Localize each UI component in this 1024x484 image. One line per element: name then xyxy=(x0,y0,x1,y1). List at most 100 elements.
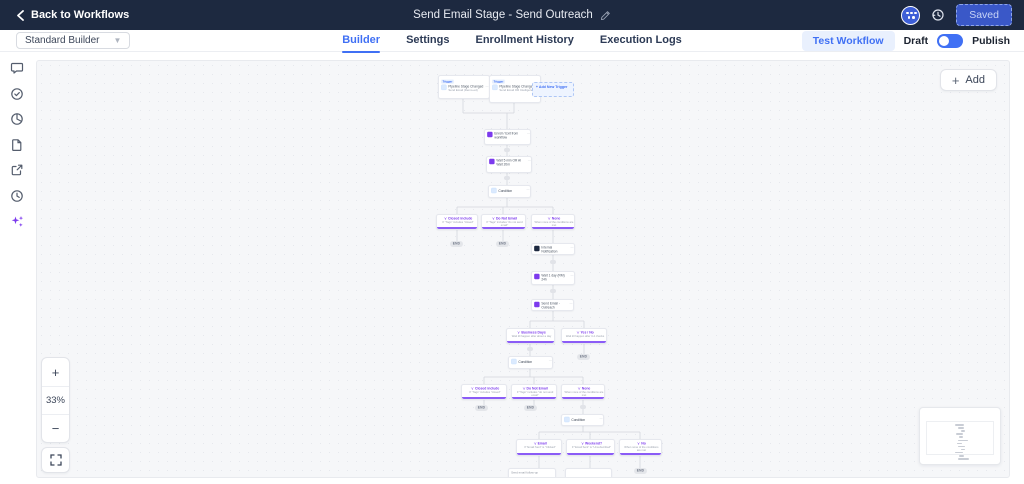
action-icon xyxy=(534,273,540,280)
node-title: Condition xyxy=(498,188,513,193)
condition-node[interactable]: Condition ⋯ xyxy=(508,356,553,369)
tab-enrollment-history[interactable]: Enrollment History xyxy=(475,34,574,46)
trigger-node[interactable]: Trigger Pipeline Stage Changed Send Email … xyxy=(438,75,490,99)
branch-subtitle: If "Tags" includes "closed" xyxy=(442,220,474,224)
minimap-node xyxy=(957,445,965,448)
branch-subtitle: If "Tags" includes "do not send email" xyxy=(516,390,554,397)
org-avatar-icon[interactable] xyxy=(901,5,921,25)
branch-node[interactable]: Weekend? If "Email Sent" is "Unsubscribed… xyxy=(566,439,615,456)
branch-node[interactable]: Closed include If "Tags" includes "closed… xyxy=(461,384,507,400)
action-node[interactable]: Enroll / Exit from workflow ⋯ xyxy=(484,129,531,145)
end-marker: END xyxy=(450,241,463,247)
branch-title: Closed include xyxy=(464,387,506,391)
condition-node[interactable]: Condition ⋯ xyxy=(488,185,531,198)
toolbar: Standard Builder ▼ Builder Settings Enroll… xyxy=(0,30,1024,53)
node-subtitle: Send Email OR Intelligence xyxy=(499,88,535,92)
node-menu-icon: ⋯ xyxy=(485,84,489,89)
branch-node[interactable]: None When none of the conditions are met xyxy=(531,214,575,230)
history-icon[interactable] xyxy=(9,188,25,204)
fit-screen-button[interactable] xyxy=(41,447,70,473)
end-marker: END xyxy=(475,405,488,411)
branch-node[interactable]: Yes / No Wait till happen after 3-4 check… xyxy=(561,328,607,344)
publish-toggle[interactable] xyxy=(937,34,964,48)
branch-title: Closed include xyxy=(439,217,477,221)
connector-add-button[interactable] xyxy=(580,405,586,409)
node-menu-icon: ⋯ xyxy=(548,358,552,363)
saved-button[interactable]: Saved xyxy=(956,4,1012,26)
zoom-level: 33% xyxy=(42,386,69,414)
document-icon[interactable] xyxy=(9,137,25,153)
external-link-icon[interactable] xyxy=(9,162,25,178)
tab-settings[interactable]: Settings xyxy=(406,34,450,46)
branch-title: None xyxy=(564,387,604,391)
branch-node[interactable]: None When none of the conditions are met xyxy=(561,384,605,400)
back-to-workflows-button[interactable]: Back to Workflows xyxy=(16,9,129,21)
draft-label: Draft xyxy=(903,35,929,47)
expand-icon xyxy=(49,454,62,466)
workflow-canvas[interactable]: Trigger Pipeline Stage Changed Send Email … xyxy=(36,60,1010,478)
branch-node[interactable]: No When none of the conditions are met xyxy=(619,439,662,456)
comments-icon[interactable] xyxy=(9,60,25,76)
publish-label: Publish xyxy=(972,35,1010,47)
branch-subtitle: If "Tags" includes "do not send email" xyxy=(486,220,523,227)
left-rail xyxy=(0,52,36,484)
connector-add-button[interactable] xyxy=(504,148,510,152)
branch-node[interactable]: Email If "Email Sent" is "Clicked" xyxy=(516,439,562,456)
end-marker: END xyxy=(577,354,590,360)
branch-subtitle: If "Email Sent" is "Clicked" xyxy=(524,445,556,449)
action-node[interactable] xyxy=(565,468,612,477)
action-node[interactable]: Wait 1 day (RM) 24h ⋯ xyxy=(531,271,575,285)
branch-subtitle: If "Email Sent" is "Unsubscribed" xyxy=(571,445,612,449)
end-marker: END xyxy=(524,405,537,411)
test-workflow-button[interactable]: Test Workflow xyxy=(801,31,895,51)
branch-subtitle: When none of the conditions are met xyxy=(534,220,574,227)
tab-execution-logs[interactable]: Execution Logs xyxy=(599,34,682,46)
action-node[interactable]: Wait 5 min OR AI Wait 20m ⋯ xyxy=(486,156,532,173)
branch-node[interactable]: Do Not Email If "Tags" includes "do not s… xyxy=(511,384,557,400)
branch-title: Email xyxy=(519,442,561,446)
version-history-icon[interactable] xyxy=(931,8,945,22)
end-marker: END xyxy=(496,241,509,247)
condition-icon xyxy=(511,358,517,365)
branch-title: Do Not Email xyxy=(514,387,556,391)
branch-subtitle: Wait till happen after 3-4 checks xyxy=(565,334,605,338)
action-icon xyxy=(489,158,495,165)
toggle-knob xyxy=(939,36,950,46)
branch-node[interactable]: Business Days Wait till happen after abou… xyxy=(506,328,555,344)
minimap-node xyxy=(958,439,968,442)
zoom-out-button[interactable]: − xyxy=(42,414,69,442)
zoom-in-button[interactable]: + xyxy=(51,364,60,380)
check-circle-icon[interactable] xyxy=(9,86,25,102)
pie-chart-icon[interactable] xyxy=(9,111,25,127)
workflow-title: Send Email Stage - Send Outreach xyxy=(413,9,593,21)
node-menu-icon: ⋯ xyxy=(527,158,531,163)
action-node[interactable]: Send email follow-up xyxy=(508,468,556,477)
builder-mode-label: Standard Builder xyxy=(25,35,100,46)
edit-title-icon[interactable] xyxy=(600,10,611,21)
node-menu-icon: ⋯ xyxy=(569,301,573,306)
branch-subtitle: When none of the conditions are met xyxy=(624,445,659,452)
plus-icon: + xyxy=(951,72,960,88)
connector-add-button[interactable] xyxy=(550,289,556,293)
connector-add-button[interactable] xyxy=(504,176,510,180)
minimap-node xyxy=(961,430,965,432)
branch-title: Yes / No xyxy=(564,331,606,335)
connector-add-button[interactable] xyxy=(550,260,556,264)
zoom-controls: + 33% − xyxy=(41,357,70,443)
ai-sparkles-icon[interactable] xyxy=(9,213,25,229)
add-button[interactable]: + Add xyxy=(939,69,997,91)
action-node[interactable]: Internal Notification ⋯ xyxy=(531,243,575,255)
action-node[interactable]: Send Email - Outreach ⋯ xyxy=(531,299,574,311)
minimap[interactable] xyxy=(919,407,1001,465)
builder-mode-select[interactable]: Standard Builder ▼ xyxy=(16,32,131,49)
node-title: Pipeline Stage Changed xyxy=(499,84,535,89)
branch-node[interactable]: Do Not Email If "Tags" includes "do not s… xyxy=(481,214,526,230)
end-marker: END xyxy=(634,468,647,474)
branch-node[interactable]: Closed include If "Tags" includes "closed… xyxy=(436,214,478,230)
add-new-trigger-button[interactable]: + Add New Trigger xyxy=(532,82,574,97)
condition-node[interactable]: Condition ⋯ xyxy=(561,414,604,426)
connector-add-button[interactable] xyxy=(527,347,533,351)
node-menu-icon: ⋯ xyxy=(526,131,530,136)
tab-builder[interactable]: Builder xyxy=(342,30,380,53)
